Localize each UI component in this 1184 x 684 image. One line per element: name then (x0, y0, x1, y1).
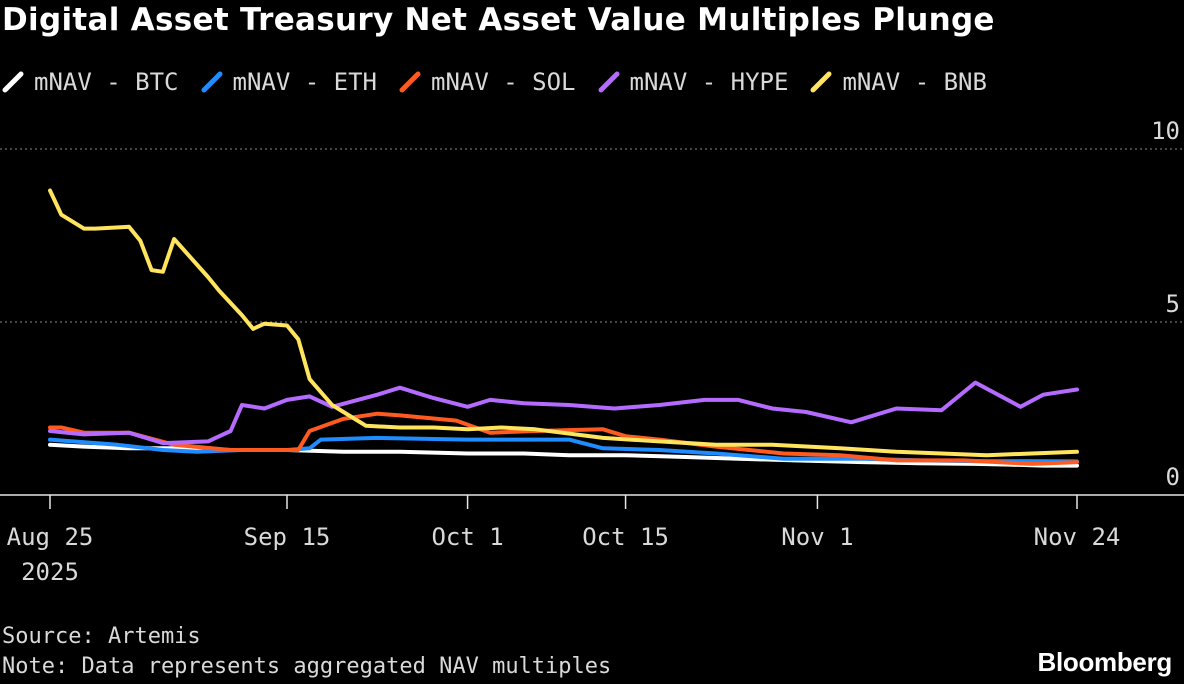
legend-item-mnav-bnb: mNAV - BNB (810, 68, 987, 96)
series-line-mnav-btc (48, 442, 1079, 468)
legend-item-mnav-btc: mNAV - BTC (2, 68, 179, 96)
chart-title: Digital Asset Treasury Net Asset Value M… (2, 2, 995, 38)
legend-label: mNAV - HYPE (629, 68, 789, 96)
legend-label: mNAV - BNB (842, 68, 987, 96)
legend-swatch-icon (201, 71, 222, 93)
x-tick-sublabel-0: 2025 (21, 558, 79, 586)
legend-label: mNAV - BTC (34, 68, 179, 96)
legend-label: mNAV - ETH (232, 68, 378, 96)
x-tick-label-4: Nov 1 (781, 523, 853, 551)
series-line-mnav-sol (48, 411, 1079, 466)
bloomberg-logo: Bloomberg (1037, 647, 1172, 677)
legend-swatch-icon (399, 71, 421, 93)
legend-swatch-icon (810, 71, 832, 93)
x-tick-label-2: Oct 1 (431, 523, 503, 551)
legend-item-mnav-sol: mNAV - SOL (399, 68, 576, 96)
data-note: Note: Data represents aggregated NAV mul… (2, 654, 612, 679)
legend-item-mnav-eth: mNAV - ETH (201, 68, 378, 96)
source-note: Source: Artemis (2, 624, 201, 649)
series-line-mnav-hype (48, 380, 1079, 446)
chart-legend: mNAV - BTC mNAV - ETH mNAV - SOL mNAV - HYP… (2, 68, 987, 96)
legend-item-mnav-hype: mNAV - HYPE (598, 68, 789, 96)
legend-swatch-icon (2, 71, 24, 93)
x-tick-label-1: Sep 15 (244, 523, 331, 551)
x-tick-label-0: Aug 25 (7, 523, 94, 551)
x-tick-label-5: Nov 24 (1034, 523, 1121, 551)
legend-label: mNAV - SOL (431, 68, 576, 96)
y-tick-label-0: 0 (1166, 463, 1180, 491)
y-tick-label-10: 10 (1151, 117, 1180, 145)
legend-swatch-icon (598, 71, 619, 93)
y-tick-label-5: 5 (1166, 290, 1180, 318)
series-line-mnav-bnb (48, 188, 1079, 458)
x-tick-label-3: Oct 15 (582, 523, 669, 551)
